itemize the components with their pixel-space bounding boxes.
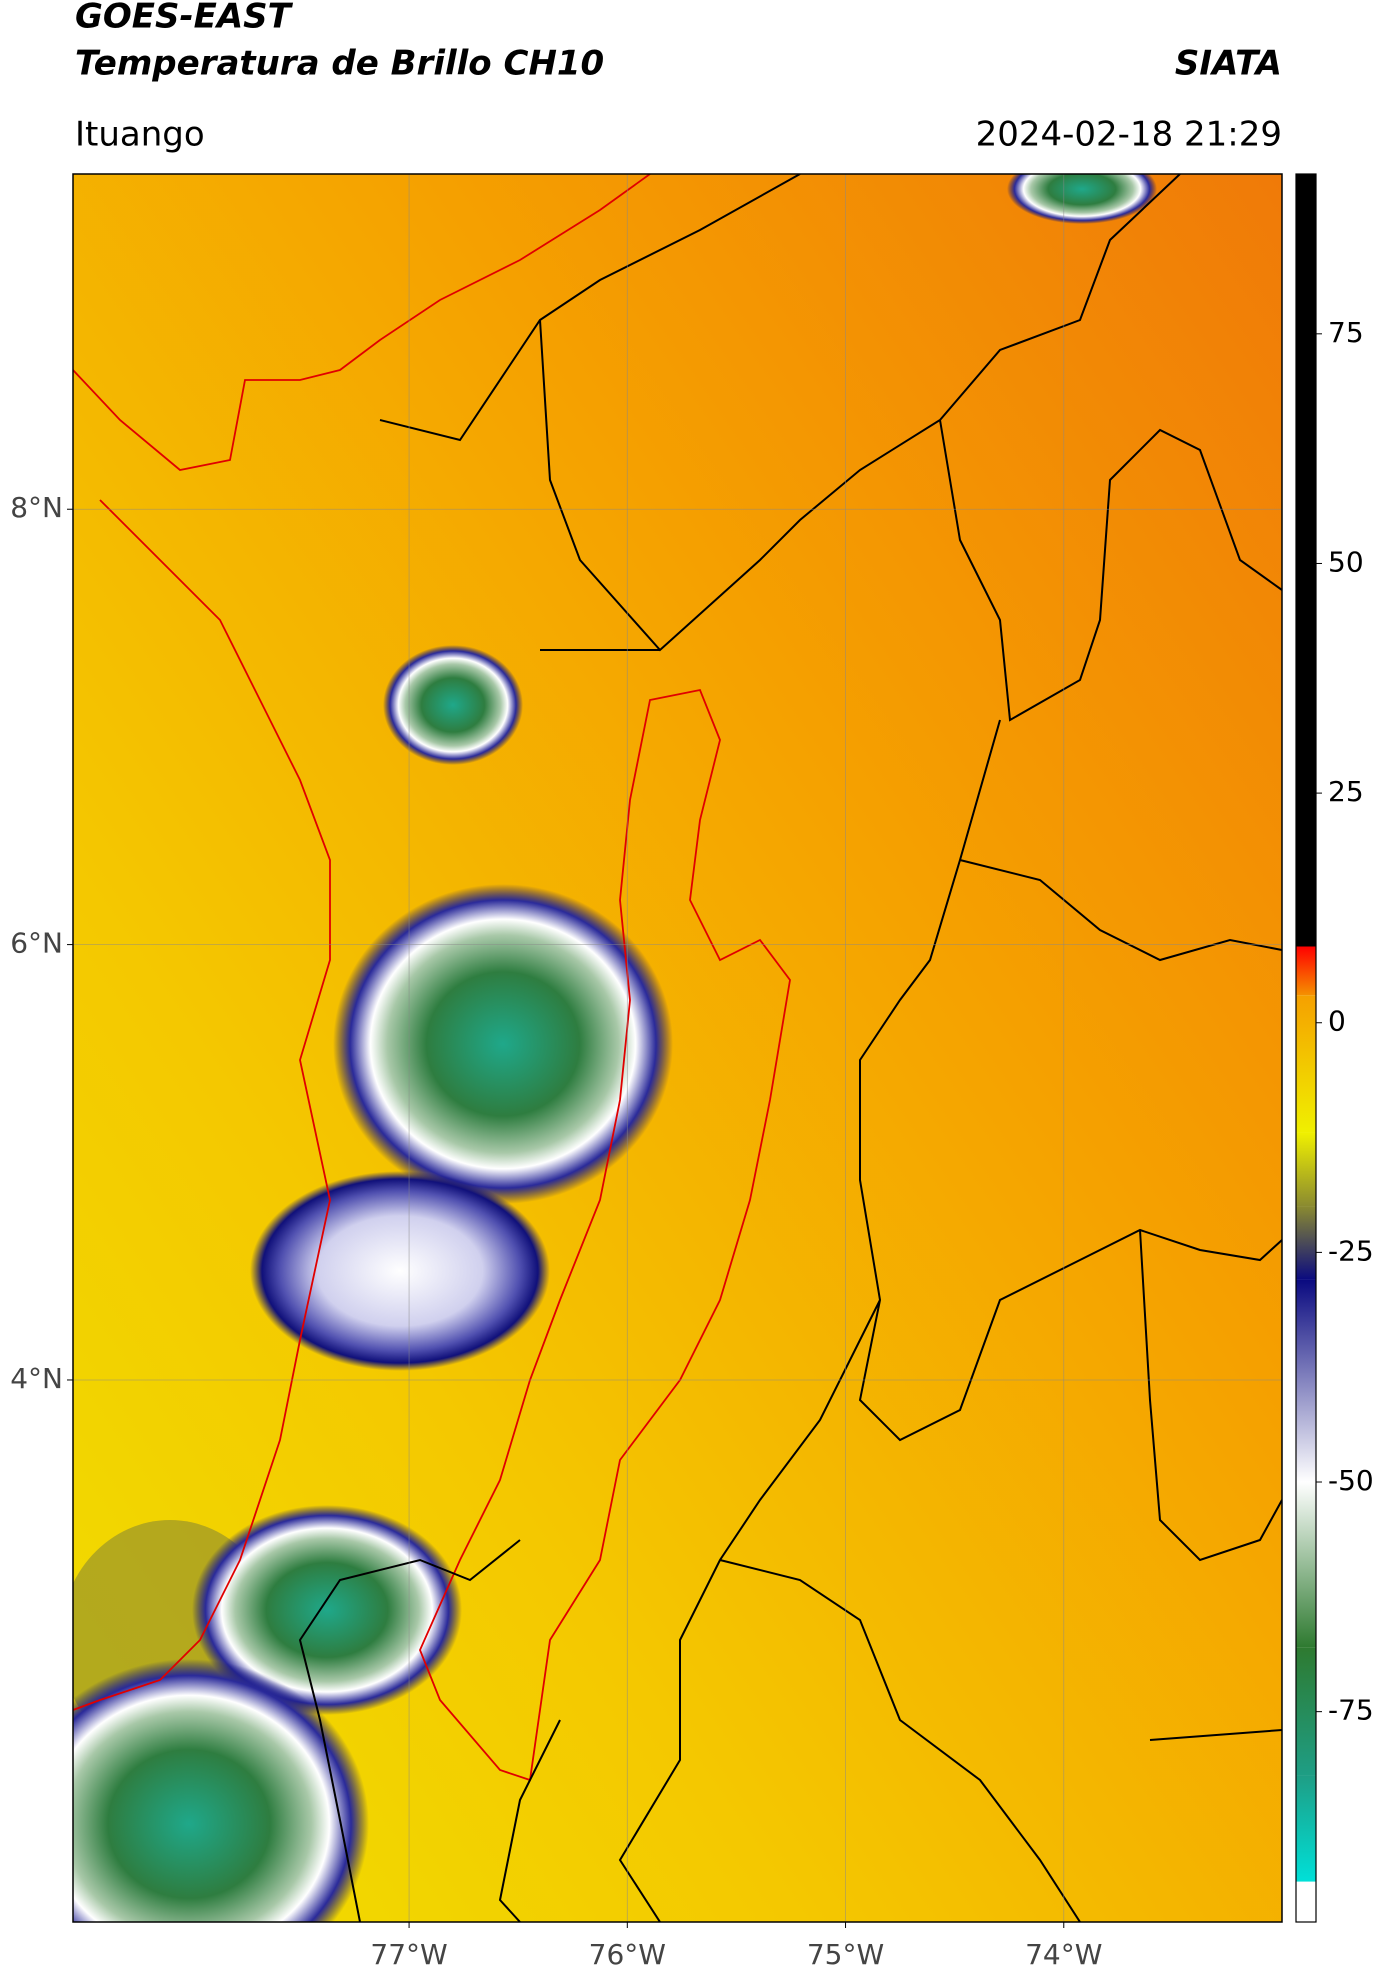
cloud	[333, 884, 673, 1204]
colorbar-tick-label: 75	[1328, 316, 1364, 349]
colorbar-segment	[1296, 1132, 1316, 1207]
cloud	[250, 1171, 550, 1371]
colorbar-frame	[1295, 173, 1317, 1923]
title: GOES-EAST	[75, 0, 294, 37]
cloud	[73, 1659, 369, 1922]
colorbar-tick-label: 0	[1328, 1005, 1346, 1038]
x-tick-label: 75°W	[807, 1938, 884, 1971]
x-tick-label: 74°W	[1025, 1938, 1102, 1971]
x-tick-label: 77°W	[370, 1938, 447, 1971]
y-tick-label: 8°N	[10, 491, 63, 524]
colorbar-segment	[1296, 1775, 1316, 1882]
colorbar-segment	[1296, 1206, 1316, 1280]
map-imagery	[73, 174, 1282, 1922]
colorbar-segment	[1296, 1647, 1316, 1776]
colorbar-segment	[1296, 174, 1316, 947]
colorbar-segment	[1296, 1881, 1316, 1922]
coastline	[73, 174, 651, 1711]
y-tick-label: 6°N	[10, 927, 63, 960]
colorbar-tick-label: -25	[1328, 1234, 1374, 1267]
colorbar-segment	[1296, 946, 1316, 996]
map-frame	[72, 173, 1283, 1923]
y-tick-label: 4°N	[10, 1362, 63, 1395]
cloud	[1007, 174, 1157, 224]
source: SIATA	[1175, 44, 1282, 84]
colorbar-tick-label: 25	[1328, 775, 1364, 808]
colorbar-tick-label: -50	[1328, 1464, 1374, 1497]
region-outline	[419, 688, 791, 1782]
colorbar-tick-label: 50	[1328, 545, 1364, 578]
cloud	[192, 1505, 462, 1715]
colorbar-segment	[1296, 995, 1316, 1133]
x-tick-label: 76°W	[589, 1938, 666, 1971]
grid	[73, 174, 1282, 1922]
colorbar-segment	[1296, 1482, 1316, 1648]
colorbar-tick-label: -75	[1328, 1694, 1374, 1727]
timestamp: 2024-02-18 21:29	[976, 115, 1282, 155]
colorbar: -75 -50 -25 0 25 50 75	[1296, 174, 1374, 1922]
subtitle: Temperatura de Brillo CH10	[75, 44, 604, 84]
cloud	[383, 645, 523, 765]
colorbar-segment	[1296, 1279, 1316, 1483]
location: Ituango	[75, 115, 205, 155]
